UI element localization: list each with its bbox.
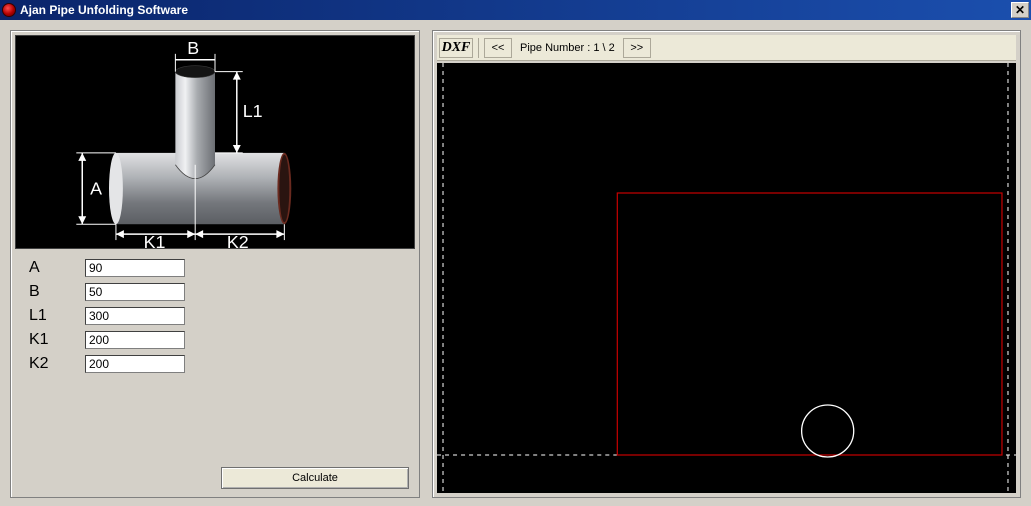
close-button[interactable]: ✕ [1011,2,1029,18]
param-row-l1: L1 [29,307,401,325]
param-row-k2: K2 [29,355,401,373]
dxf-button[interactable]: DXF [439,38,473,58]
app-icon [2,3,16,17]
diagram-label-l1: L1 [243,101,263,121]
param-input-k2[interactable] [85,355,185,373]
param-label-a: A [29,259,85,277]
unfold-viewport [437,63,1016,493]
branch-hole [802,405,854,457]
next-icon: >> [630,42,643,54]
dxf-button-label: DXF [442,40,471,56]
unfold-rect [617,193,1002,455]
param-row-a: A [29,259,401,277]
pipe-number-label: Pipe Number : 1 \ 2 [516,42,619,54]
pipe-diagram: A B L1 [15,35,415,249]
calculate-button[interactable]: Calculate [221,467,409,489]
param-label-k2: K2 [29,355,85,373]
diagram-label-b: B [187,38,199,58]
param-label-k1: K1 [29,331,85,349]
toolbar-separator [478,38,479,58]
next-pipe-button[interactable]: >> [623,38,651,58]
window-title: Ajan Pipe Unfolding Software [20,3,188,17]
preview-panel: DXF << Pipe Number : 1 \ 2 >> [432,30,1021,498]
param-input-l1[interactable] [85,307,185,325]
diagram-label-a: A [90,179,102,199]
preview-toolbar: DXF << Pipe Number : 1 \ 2 >> [437,35,1016,61]
diagram-label-k2: K2 [227,232,249,248]
param-label-l1: L1 [29,307,85,325]
param-row-b: B [29,283,401,301]
param-input-b[interactable] [85,283,185,301]
input-panel: A B L1 [10,30,420,498]
calculate-button-label: Calculate [292,472,338,484]
param-row-k1: K1 [29,331,401,349]
param-input-a[interactable] [85,259,185,277]
close-icon: ✕ [1015,3,1025,17]
param-input-k1[interactable] [85,331,185,349]
prev-icon: << [492,42,505,54]
parameter-list: A B L1 K1 K2 [29,259,401,379]
prev-pipe-button[interactable]: << [484,38,512,58]
param-label-b: B [29,283,85,301]
diagram-label-k1: K1 [144,232,166,248]
